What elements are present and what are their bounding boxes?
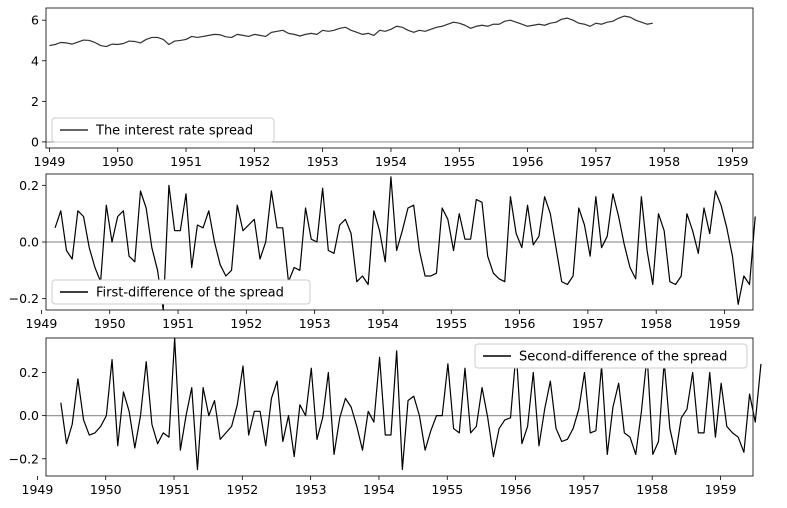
x-tick-label: 1954 xyxy=(363,482,395,497)
chart-panel-3: 1949 1950 1951 1952 1953 1954 1955 1956 1957 1958… xyxy=(9,337,762,497)
y-tick-label: 2 xyxy=(31,94,39,109)
legend-label: First-difference of the spread xyxy=(96,286,284,301)
y-tick-label: −0.2 xyxy=(9,291,39,306)
axes-frame xyxy=(45,337,754,477)
x-tick-label: 1954 xyxy=(367,316,399,331)
x-tick-label: 1959 xyxy=(717,154,749,169)
x-tick-label: 1950 xyxy=(94,316,126,331)
x-tick-label: 1957 xyxy=(568,482,600,497)
legend: First-difference of the spread xyxy=(51,279,311,305)
x-tick-label: 1957 xyxy=(572,316,604,331)
x-tick-label: 1950 xyxy=(102,154,134,169)
y-tick-label: 0 xyxy=(31,134,39,149)
y-tick-label: 0.2 xyxy=(19,178,39,193)
y-tick-label: 4 xyxy=(31,53,39,68)
series-line-3-1 xyxy=(60,337,762,471)
y-tick-label: 6 xyxy=(31,13,39,28)
x-tick-label: 1954 xyxy=(375,154,407,169)
y-tick-label: −0.2 xyxy=(9,451,39,466)
legend-label: Second-difference of the spread xyxy=(519,350,727,365)
x-tick-label: 1949 xyxy=(34,154,66,169)
x-tick-label: 1955 xyxy=(443,154,475,169)
legend: The interest rate spread xyxy=(51,117,275,143)
x-tick-label: 1950 xyxy=(90,482,122,497)
x-tick-label: 1951 xyxy=(162,316,194,331)
axes-frame xyxy=(45,7,754,149)
x-tick-label: 1956 xyxy=(512,154,544,169)
x-tick-label: 1959 xyxy=(709,316,741,331)
x-tick-label: 1953 xyxy=(295,482,327,497)
x-tick-label: 1958 xyxy=(640,316,672,331)
chart-panel-2: 1949 1950 1951 1952 1953 1954 1955 1956 1957 1958… xyxy=(9,173,756,331)
legend-label: The interest rate spread xyxy=(95,124,253,139)
y-tick-label: 0.0 xyxy=(19,235,39,250)
x-tick-label: 1952 xyxy=(230,316,262,331)
x-tick-label: 1956 xyxy=(500,482,532,497)
x-tick-label: 1956 xyxy=(504,316,536,331)
x-tick-label: 1952 xyxy=(238,154,270,169)
y-tick-label: 0.2 xyxy=(19,365,39,380)
series-line-1-1 xyxy=(49,15,653,48)
x-tick-label: 1952 xyxy=(226,482,258,497)
x-tick-label: 1958 xyxy=(636,482,668,497)
x-tick-label: 1957 xyxy=(580,154,612,169)
x-tick-label: 1953 xyxy=(307,154,339,169)
x-tick-label: 1958 xyxy=(648,154,680,169)
x-tick-label: 1951 xyxy=(158,482,190,497)
x-tick-label: 1953 xyxy=(299,316,331,331)
legend-box xyxy=(51,117,275,143)
legend-box xyxy=(474,343,748,369)
legend: Second-difference of the spread xyxy=(474,343,748,369)
x-tick-label: 1951 xyxy=(170,154,202,169)
chart-panel-1: 1949 1950 1951 1952 1953 1954 1955 1956 1957 1958… xyxy=(31,7,754,169)
series-line-2-1 xyxy=(54,176,756,311)
x-tick-label: 1949 xyxy=(26,316,58,331)
x-tick-label: 1955 xyxy=(431,482,463,497)
x-tick-label: 1959 xyxy=(705,482,737,497)
y-tick-label: 0.0 xyxy=(19,408,39,423)
legend-box xyxy=(51,279,311,305)
x-tick-label: 1955 xyxy=(435,316,467,331)
x-tick-label: 1949 xyxy=(22,482,54,497)
